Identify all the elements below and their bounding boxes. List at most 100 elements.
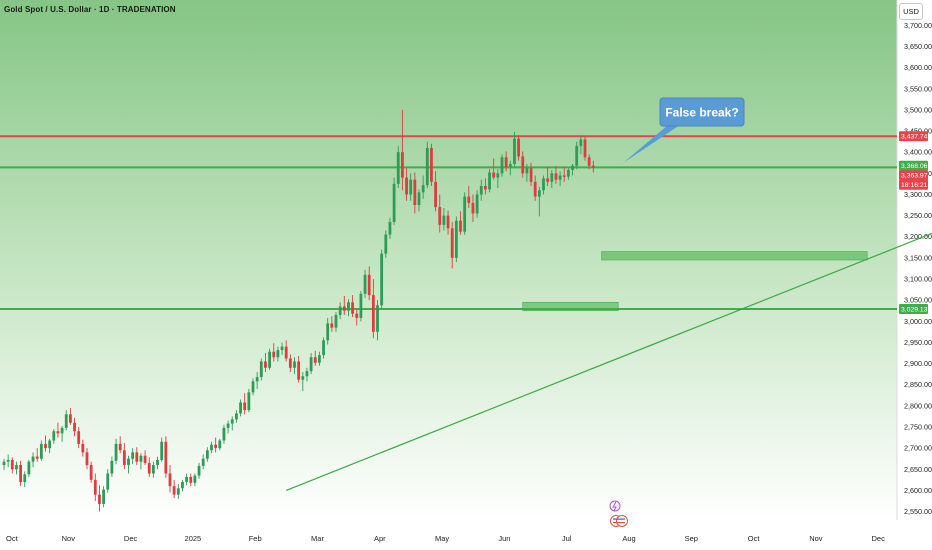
candle-body — [127, 458, 130, 466]
candle-body — [500, 157, 504, 174]
candle-body — [172, 486, 176, 495]
candle-body — [293, 361, 296, 368]
candle-body — [10, 459, 14, 470]
candle-body — [517, 138, 520, 157]
candle-body — [52, 431, 56, 441]
candle-body — [571, 165, 574, 170]
candle-body — [405, 177, 408, 195]
price-badge-label: 3,368.06 — [901, 163, 928, 170]
candle-body — [450, 228, 454, 258]
y-tick-label: 2,700.00 — [904, 444, 932, 453]
flag-stripe — [613, 518, 625, 520]
candle-body — [550, 173, 554, 182]
candle-body — [583, 139, 587, 158]
candle-body — [529, 168, 533, 182]
candle-body — [376, 305, 379, 332]
candle-body — [147, 462, 151, 474]
candle-body — [525, 168, 529, 174]
y-tick-label: 3,400.00 — [904, 148, 932, 157]
candle-body — [558, 175, 562, 180]
x-tick-label: Jun — [498, 534, 510, 543]
x-tick-label: Jul — [562, 534, 572, 543]
candle-body — [218, 440, 222, 449]
candle-body — [156, 459, 159, 466]
candle-body — [504, 157, 508, 167]
candle-body — [106, 473, 110, 490]
candle-body — [380, 253, 384, 306]
callout-box[interactable] — [659, 97, 745, 127]
x-tick-label: Mar — [311, 534, 324, 543]
lightning-icon[interactable] — [609, 500, 621, 512]
candle-body — [110, 460, 114, 474]
levels-layer — [0, 135, 897, 310]
candle-body — [384, 234, 388, 254]
price-badge — [899, 303, 928, 314]
candle-body — [537, 190, 541, 197]
candle-body — [567, 169, 570, 177]
chart-title: Gold Spot / U.S. Dollar · 1D · TRADENATI… — [4, 5, 176, 14]
candle-body — [322, 340, 325, 356]
event-icons[interactable] — [609, 500, 628, 527]
candle-body — [467, 196, 471, 203]
candle-body — [152, 465, 155, 474]
candle-body — [205, 450, 209, 459]
currency-button[interactable]: USD — [899, 3, 923, 20]
price-badge — [899, 131, 928, 142]
candle-body — [98, 494, 101, 504]
x-tick-label: Aug — [622, 534, 635, 543]
zone-late-mar — [522, 301, 619, 312]
candle-body — [73, 422, 76, 432]
candle-body — [6, 459, 10, 462]
candle-body — [492, 172, 496, 178]
candle-body — [363, 274, 367, 294]
candle-body — [284, 346, 288, 359]
candle-body — [288, 358, 292, 368]
price-badge — [899, 170, 928, 181]
candle-body — [19, 465, 22, 482]
zone-mid-may — [601, 251, 868, 261]
candle-body — [409, 179, 413, 195]
candle-body — [102, 489, 105, 504]
candle-body — [533, 181, 537, 197]
candle-body — [89, 465, 93, 480]
candle-body — [239, 402, 242, 414]
y-tick-label: 2,900.00 — [904, 359, 932, 368]
price-badge-label: 3,029.13 — [901, 306, 928, 313]
trendlines-layer — [285, 232, 932, 491]
y-tick-label: 2,800.00 — [904, 401, 932, 410]
candle-body — [425, 147, 429, 186]
candle-body — [475, 194, 479, 214]
candle-body — [508, 164, 512, 167]
candle-body — [160, 441, 164, 460]
candle-body — [27, 461, 31, 475]
y-tick-label: 3,300.00 — [904, 190, 932, 199]
x-tick-label: Nov — [62, 534, 76, 543]
candle-body — [31, 456, 35, 462]
candle-body — [35, 456, 39, 459]
x-tick-label: Sep — [685, 534, 698, 543]
y-tick-label: 2,600.00 — [904, 486, 932, 495]
candle-body — [430, 147, 433, 182]
y-tick-label: 3,000.00 — [904, 317, 932, 326]
callout-layer[interactable]: False break? — [623, 97, 745, 163]
candle-body — [554, 173, 558, 180]
candle-body — [521, 156, 525, 174]
flag-stripe-2 — [613, 522, 625, 524]
candle-body — [334, 314, 338, 328]
y-tick-label: 3,450.00 — [904, 127, 932, 136]
candle-body — [143, 455, 147, 463]
candle-body — [268, 351, 271, 368]
y-tick-label: 3,550.00 — [904, 84, 932, 93]
candle-body — [93, 479, 97, 495]
us-flag-icon-2[interactable] — [616, 515, 628, 527]
candle-body — [355, 313, 359, 318]
candle-body — [338, 306, 342, 315]
candle-body — [255, 377, 259, 382]
x-tick-label: Feb — [249, 534, 262, 543]
candle-body — [318, 355, 321, 363]
candle-body — [222, 427, 226, 441]
candle-body — [64, 414, 68, 428]
candle-body — [401, 152, 404, 178]
